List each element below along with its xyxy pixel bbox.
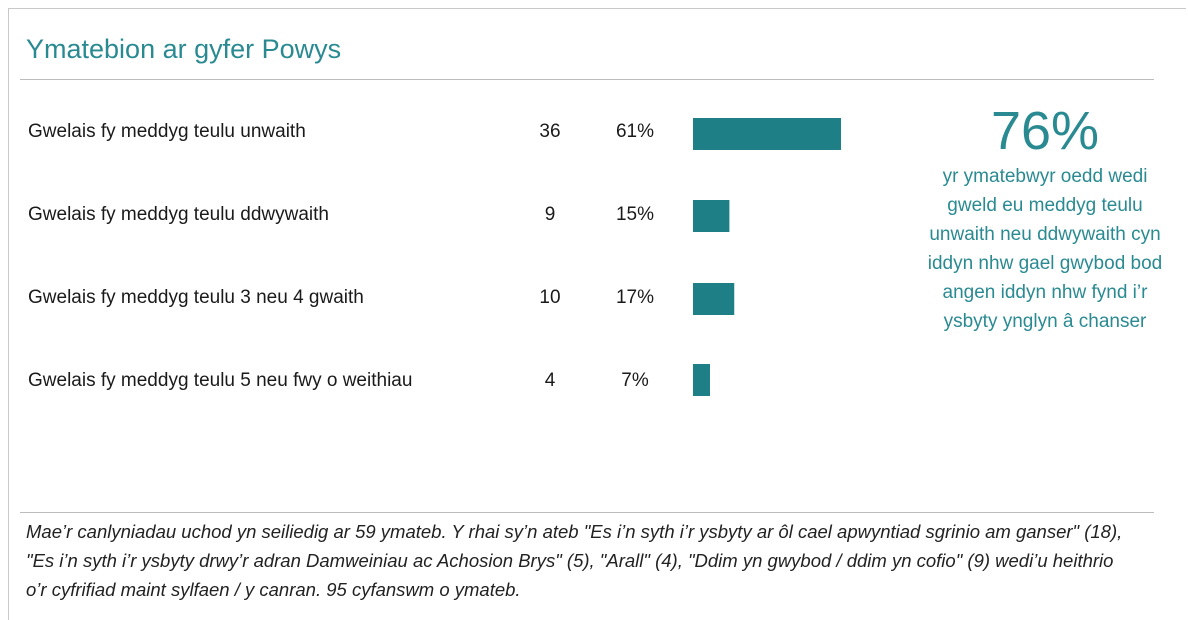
footnote: Mae’r canlyniadau uchod yn seiliedig ar …: [26, 521, 1123, 600]
row-percent-1: 61%: [615, 121, 655, 142]
callout-text: yr ymatebwyr oedd wedi gweld eu meddyg t…: [927, 166, 1163, 332]
row-count-3: 10: [539, 287, 561, 308]
row-percent-3: 17%: [615, 287, 655, 308]
row-label-4: Gwelais fy meddyg teulu 5 neu fwy o weit…: [28, 370, 413, 391]
row-count-2: 9: [544, 204, 556, 225]
row-percent-4: 7%: [621, 370, 649, 391]
bar-1: [693, 118, 841, 150]
row-count-4: 4: [544, 370, 556, 391]
row-label-2: Gwelais fy meddyg teulu ddwywaith: [28, 204, 329, 225]
bottom-divider: [20, 512, 1154, 513]
bar-4: [693, 364, 710, 396]
chart-title: Ymatebion ar gyfer Powys: [26, 34, 342, 64]
row-label-1: Gwelais fy meddyg teulu unwaith: [28, 121, 306, 142]
top-divider: [20, 79, 1154, 80]
bar-2: [693, 200, 730, 232]
row-count-1: 36: [539, 121, 561, 142]
callout-value: 76%: [990, 101, 1100, 161]
bar-3: [693, 283, 735, 315]
row-percent-2: 15%: [615, 204, 655, 225]
row-label-3: Gwelais fy meddyg teulu 3 neu 4 gwaith: [28, 287, 364, 308]
chart-frame: [8, 8, 1186, 620]
